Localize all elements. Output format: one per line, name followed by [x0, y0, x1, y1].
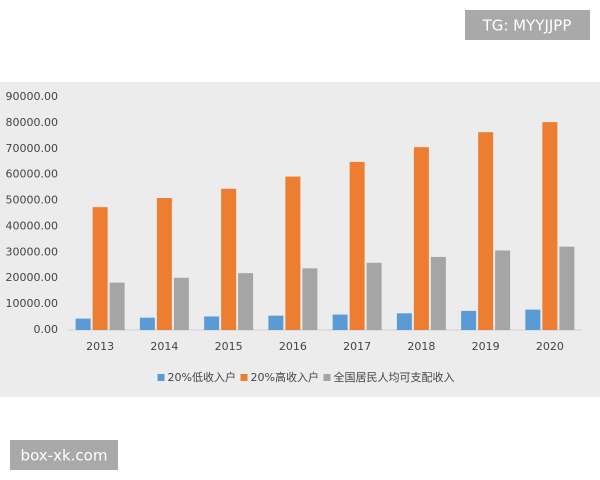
bar [75, 318, 91, 330]
watermark-box [10, 440, 118, 470]
watermark-box [465, 10, 590, 40]
x-tick-label: 2014 [150, 340, 178, 353]
bar [139, 317, 155, 330]
y-tick-label: 20000.00 [6, 271, 59, 284]
bar [285, 176, 301, 330]
x-tick-label: 2017 [343, 340, 371, 353]
bar [542, 122, 558, 331]
y-tick-label: 80000.00 [6, 116, 59, 129]
bar [396, 313, 412, 330]
bar [525, 309, 541, 330]
y-tick-label: 60000.00 [6, 168, 59, 181]
bar [268, 315, 284, 330]
bar [204, 316, 220, 330]
y-tick-label: 10000.00 [6, 297, 59, 310]
bar [495, 250, 511, 330]
y-tick-label: 0.00 [34, 323, 59, 336]
bar [156, 198, 172, 330]
x-tick-label: 2016 [279, 340, 307, 353]
y-tick-label: 70000.00 [6, 142, 59, 155]
bar [238, 273, 254, 330]
legend-swatch [323, 374, 331, 381]
x-tick-label: 2019 [472, 340, 500, 353]
y-tick-label: 90000.00 [6, 90, 59, 103]
y-tick-label: 50000.00 [6, 194, 59, 207]
watermark: TG: MYYJJPP [482, 17, 572, 35]
bar [366, 262, 382, 330]
bar [559, 246, 575, 330]
legend-swatch [157, 374, 165, 381]
watermark: box-xk.com [21, 447, 108, 465]
x-tick-label: 2013 [86, 340, 114, 353]
bar [478, 132, 494, 330]
bar [349, 161, 365, 330]
bar [173, 277, 189, 330]
x-tick-label: 2020 [536, 340, 564, 353]
bar [302, 268, 318, 330]
bar [413, 147, 429, 330]
bar [461, 310, 477, 330]
bar [430, 256, 446, 330]
x-tick-label: 2018 [407, 340, 435, 353]
bar [92, 207, 108, 330]
y-tick-label: 40000.00 [6, 219, 59, 232]
bar [109, 282, 125, 330]
bar [221, 188, 237, 330]
y-tick-label: 30000.00 [6, 245, 59, 258]
bar [332, 314, 348, 330]
legend-label: 全国居民人均可支配收入 [334, 370, 455, 384]
legend-swatch [240, 374, 248, 381]
legend-label: 20%低收入户 [168, 370, 236, 384]
legend-label: 20%高收入户 [251, 370, 319, 384]
x-tick-label: 2015 [215, 340, 243, 353]
